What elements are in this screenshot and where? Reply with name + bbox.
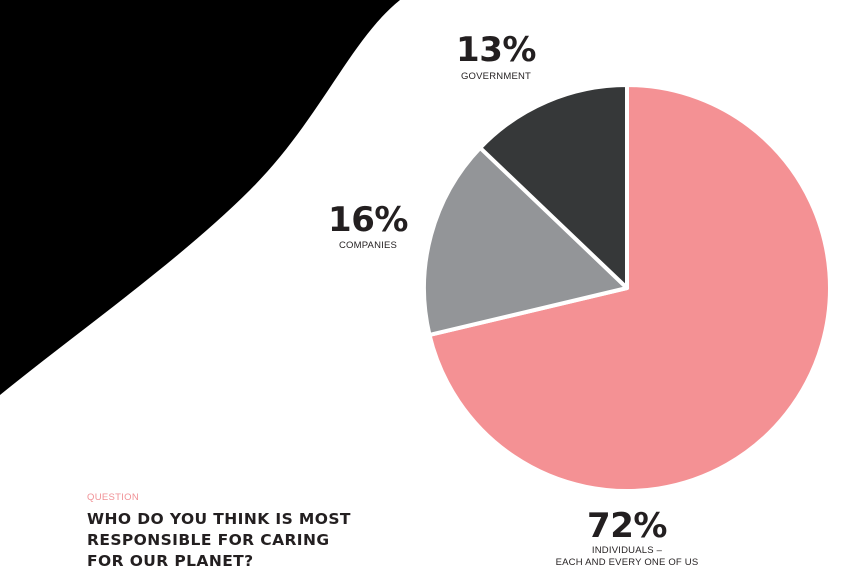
government-category-label: GOVERNMENT: [460, 71, 532, 82]
pie-slice-government: [478, 83, 629, 290]
individuals-category-label: INDIVIDUALS – EACH AND EVERY ONE OF US: [527, 545, 727, 569]
companies-percent-label: 16%: [328, 200, 408, 240]
individuals-percent-label: 72%: [587, 506, 667, 546]
individuals-category-line2: EACH AND EVERY ONE OF US: [555, 557, 699, 568]
companies-category-label: COMPANIES: [338, 240, 398, 251]
question-eyebrow: QUESTION: [87, 492, 140, 503]
question-title: WHO DO YOU THINK IS MOST RESPONSIBLE FOR…: [87, 510, 351, 570]
pie-slices: [422, 83, 832, 493]
individuals-category-line1: INDIVIDUALS –: [591, 545, 663, 556]
pie-slice-individuals: [427, 83, 832, 493]
black-diagonal-shape: [0, 0, 400, 395]
government-percent-label: 13%: [456, 30, 536, 70]
pie-slice-companies: [422, 145, 629, 337]
